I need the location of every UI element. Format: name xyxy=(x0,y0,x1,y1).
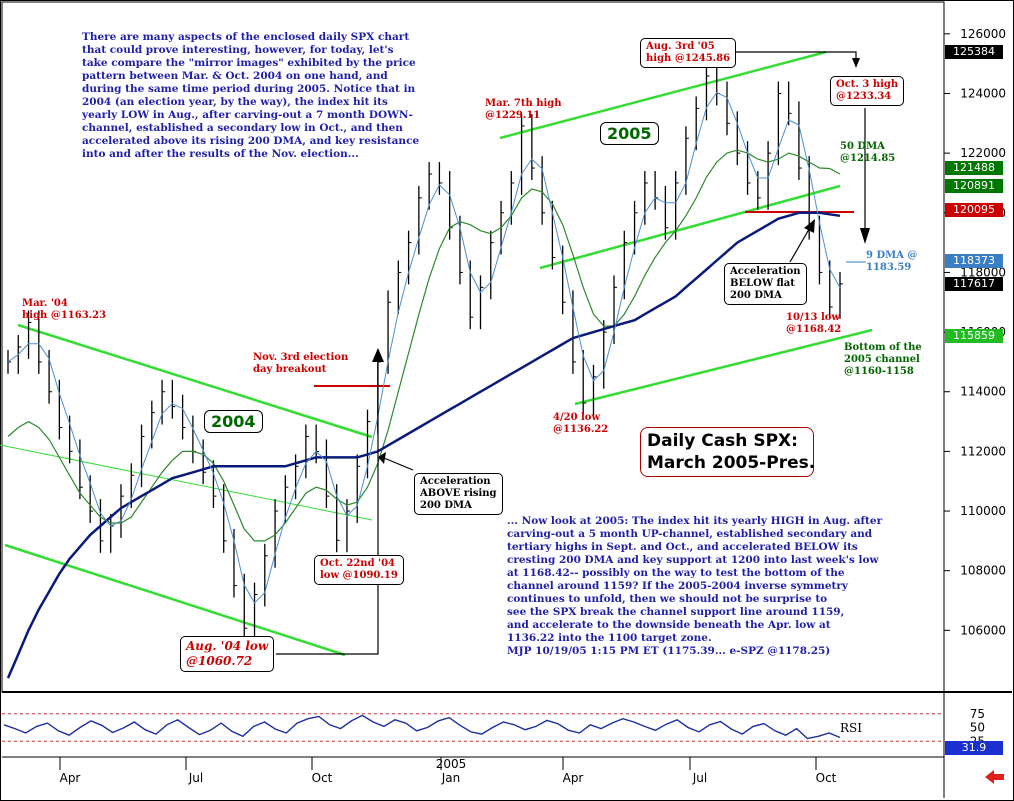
y-tick-label: 110000 xyxy=(960,504,1006,518)
x-tick-label: Jul xyxy=(188,771,203,785)
arrow-accel-below xyxy=(789,223,813,263)
dma200-line xyxy=(6,211,841,679)
y-tick-label: 118000 xyxy=(960,265,1006,279)
arrow-accel-above xyxy=(383,457,414,471)
oct22-low-box: Oct. 22nd '04 low @1090.19 xyxy=(314,555,404,585)
year-2004-label: 2004 xyxy=(204,410,263,433)
oct3-high-box: Oct. 3 high @1233.34 xyxy=(830,76,905,106)
mar04-high-label: Mar. '04 high @1163.23 xyxy=(22,298,107,321)
rsi-value: 31.9 xyxy=(945,741,1003,755)
oct13-low-label: 10/13 low @1168.42 xyxy=(786,312,842,335)
arrow-oct3-down-head xyxy=(860,228,870,244)
y-tick-label: 106000 xyxy=(960,623,1006,637)
x-tick-label: Apr xyxy=(563,771,584,785)
arrow-accel-below-head xyxy=(804,219,815,233)
price-tag: 118373 xyxy=(945,254,1003,269)
y-tick-label: 124000 xyxy=(960,86,1006,100)
apr20-low-label: 4/20 low @1136.22 xyxy=(553,412,609,435)
dma9-label: 9 DMA @ 1183.59 xyxy=(866,250,918,273)
intro-note: There are many aspects of the enclosed d… xyxy=(82,31,420,160)
x-tick-label: Oct xyxy=(312,771,333,785)
channel-line xyxy=(17,323,373,439)
price-tag: 120891 xyxy=(945,179,1003,194)
channel-line xyxy=(4,543,346,657)
price-tag: 125384 xyxy=(945,45,1003,60)
dma50-label: 50 DMA @1214.85 xyxy=(840,141,896,164)
price-tag: 120095 xyxy=(945,202,1003,217)
mar7-high-label: Mar. 7th high @1229.11 xyxy=(485,98,562,121)
accel-below-box: Acceleration BELOW flat 200 DMA xyxy=(724,263,807,305)
chart-title: Daily Cash SPX: March 2005-Pres. xyxy=(640,427,815,477)
bottom-channel-label: Bottom of the 2005 channel @1160-1158 xyxy=(844,342,922,377)
y-tick-label: 114000 xyxy=(960,385,1006,399)
arrow-up-aug04-head xyxy=(372,348,384,362)
rsi-tick-label: 75 xyxy=(970,707,985,721)
dma50-line xyxy=(7,149,841,542)
channel-line xyxy=(539,184,841,270)
year-2005-label: 2005 xyxy=(600,122,659,145)
y-tick-label: 112000 xyxy=(960,444,1006,458)
x-tick-label: Jan xyxy=(441,771,461,785)
x-year-label: 2005 xyxy=(436,757,467,771)
y-tick-label: 126000 xyxy=(960,27,1006,41)
dma9-line xyxy=(7,91,841,604)
price-tag: 121488 xyxy=(945,161,1003,176)
nov3-election-label: Nov. 3rd election day breakout xyxy=(253,352,349,375)
arrow-accel-above-head xyxy=(378,452,386,464)
rsi-line xyxy=(3,714,841,740)
arrow-aug3-head xyxy=(852,58,860,68)
rsi-tick-label: 50 xyxy=(970,721,985,735)
back-arrow-icon[interactable] xyxy=(985,769,1005,784)
x-tick-label: Jul xyxy=(692,771,707,785)
channel-line xyxy=(499,50,827,140)
x-tick-label: Apr xyxy=(60,771,81,785)
y-tick-label: 108000 xyxy=(960,564,1006,578)
aug3-high-box: Aug. 3rd '05 high @1245.86 xyxy=(640,38,737,68)
channel-line xyxy=(574,328,873,406)
x-tick-label: Oct xyxy=(816,771,837,785)
accel-above-box: Acceleration ABOVE rising 200 DMA xyxy=(414,473,503,515)
aug04-low-box: Aug. '04 low @1060.72 xyxy=(180,636,275,672)
price-tag: 115859 xyxy=(945,329,1003,344)
price-tag: 117617 xyxy=(945,276,1003,291)
arrow-up-aug04 xyxy=(276,352,379,655)
channel-mid-line xyxy=(0,444,373,521)
body-note: ... Now look at 2005: The index hit its … xyxy=(507,515,883,657)
rsi-label: RSI xyxy=(840,721,862,735)
y-tick-label: 122000 xyxy=(960,146,1006,160)
